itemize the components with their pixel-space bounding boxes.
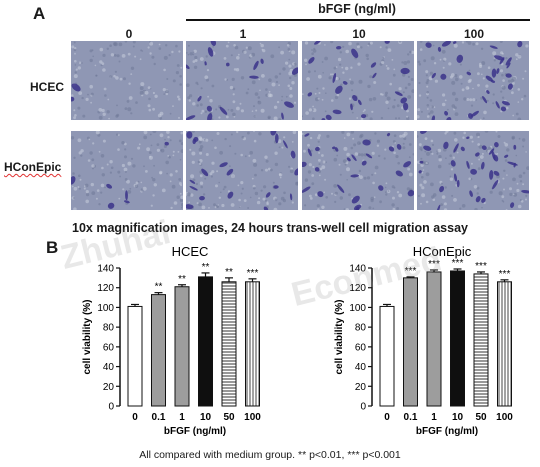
hcec-significance: ** [202, 262, 210, 273]
hconepic-bar-10 [450, 270, 465, 407]
micrograph-hcec-0 [71, 41, 183, 120]
hconepic-bar-100 [497, 281, 512, 407]
hconepic-ytick-label: 0 [360, 402, 366, 413]
hconepic-xtick-label: 50 [475, 412, 487, 423]
hconepic-ytick-label: 140 [349, 264, 366, 275]
hconepic-significance: *** [428, 259, 440, 270]
hcec-ytick-label: 100 [97, 303, 114, 314]
hcec-significance: ** [178, 274, 186, 285]
hcec-ytick-label: 20 [103, 382, 115, 393]
col-head-0: 0 [125, 27, 133, 41]
hcec-ylabel: cell viability (%) [82, 299, 93, 374]
micrograph-hcec-1 [186, 41, 298, 120]
hconepic-significance: *** [475, 261, 487, 272]
micrograph-hconepic-100 [417, 131, 529, 210]
micrograph-hconepic-1 [186, 131, 298, 210]
row-head-hcec: HCEC [30, 80, 65, 94]
hconepic-significance: *** [405, 266, 417, 277]
hconepic-xtick-label: 0 [384, 412, 390, 423]
panel-a-letter: A [33, 4, 46, 23]
hconepic-ytick-label: 100 [349, 303, 366, 314]
hcec-ytick-label: 40 [103, 362, 115, 373]
hcec-xtick-label: 50 [223, 412, 235, 423]
hconepic-xtick-label: 1 [431, 412, 437, 423]
hcec-significance: ** [225, 267, 233, 278]
hcec-xtick-label: 1 [179, 412, 185, 423]
hconepic-bar-50 [473, 273, 489, 407]
hcec-bar-1 [174, 286, 190, 407]
hcec-title: HCEC [172, 244, 209, 259]
hconepic-significance: *** [452, 258, 464, 269]
hcec-ytick-label: 80 [103, 323, 115, 334]
hcec-ytick-label: 120 [97, 283, 114, 294]
hconepic-bar-0.1 [403, 277, 418, 407]
micrograph-hconepic-10 [302, 131, 414, 210]
hconepic-bar-0 [379, 305, 395, 407]
bfgf-group-bracket [186, 19, 530, 21]
hconepic-ytick-label: 20 [355, 382, 367, 393]
panel-b-letter: B [46, 238, 59, 257]
hconepic-ytick-label: 40 [355, 362, 367, 373]
hconepic-xtick-label: 10 [452, 412, 464, 423]
hcec-xtick-label: 100 [244, 412, 261, 423]
hconepic-xtick-label: 0.1 [404, 412, 418, 423]
hcec-bar-10 [198, 276, 213, 407]
hcec-xtick-label: 0.1 [152, 412, 166, 423]
hconepic-xlabel: bFGF (ng/ml) [416, 426, 478, 437]
hconepic-ylabel: cell viability (%) [334, 299, 345, 374]
hconepic-bar-1 [426, 271, 442, 407]
hcec-ytick-label: 0 [108, 402, 114, 413]
hcec-bar-100 [245, 281, 260, 407]
hcec-xtick-label: 10 [200, 412, 212, 423]
hcec-ytick-label: 140 [97, 264, 114, 275]
panel-a-caption: 10x magnification images, 24 hours trans… [72, 221, 468, 235]
panel-b-footnote: All compared with medium group. ** p<0.0… [139, 449, 401, 461]
hcec-xtick-label: 0 [132, 412, 138, 423]
hconepic-ytick-label: 120 [349, 283, 366, 294]
hcec-xlabel: bFGF (ng/ml) [164, 426, 226, 437]
micrograph-hcec-100 [417, 41, 529, 120]
micrograph-hconepic-0 [71, 131, 183, 210]
hcec-significance: *** [247, 268, 259, 279]
col-head-10: 10 [352, 27, 366, 41]
bfgf-group-label: bFGF (ng/ml) [318, 2, 396, 16]
hcec-significance: ** [155, 282, 163, 293]
hcec-bar-0.1 [151, 294, 166, 407]
micrograph-hcec-10 [302, 41, 414, 120]
hconepic-significance: *** [499, 269, 511, 280]
hconepic-ytick-label: 60 [355, 342, 367, 353]
col-head-1: 1 [239, 27, 247, 41]
hconepic-ytick-label: 80 [355, 323, 367, 334]
hcec-ytick-label: 60 [103, 342, 115, 353]
hcec-bar-50 [221, 281, 237, 407]
col-head-100: 100 [463, 27, 485, 41]
hconepic-xtick-label: 100 [496, 412, 513, 423]
hcec-bar-0 [127, 305, 143, 407]
hconepic-title: HConEpic [413, 244, 472, 259]
row-head-hconepic: HConEpic [4, 160, 62, 174]
